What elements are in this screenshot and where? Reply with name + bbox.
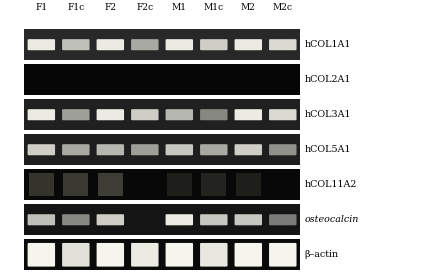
FancyBboxPatch shape <box>235 39 262 50</box>
FancyBboxPatch shape <box>166 243 193 267</box>
Bar <box>24 64 300 95</box>
Bar <box>24 169 300 200</box>
FancyBboxPatch shape <box>131 39 159 50</box>
FancyBboxPatch shape <box>131 109 159 120</box>
Text: M2c: M2c <box>273 3 293 12</box>
Bar <box>201 173 226 196</box>
FancyBboxPatch shape <box>62 214 89 225</box>
FancyBboxPatch shape <box>166 109 193 120</box>
FancyBboxPatch shape <box>131 243 159 267</box>
Bar <box>236 173 261 196</box>
Text: M1: M1 <box>172 3 187 12</box>
FancyBboxPatch shape <box>235 144 262 155</box>
Text: F2: F2 <box>104 3 117 12</box>
FancyBboxPatch shape <box>166 144 193 155</box>
FancyBboxPatch shape <box>28 109 55 120</box>
FancyBboxPatch shape <box>28 243 55 267</box>
Text: hCOL1A1: hCOL1A1 <box>304 40 351 49</box>
Bar <box>24 29 300 60</box>
Bar <box>167 173 192 196</box>
FancyBboxPatch shape <box>200 243 227 267</box>
Bar <box>24 99 300 131</box>
FancyBboxPatch shape <box>200 214 227 225</box>
Text: hCOL2A1: hCOL2A1 <box>304 75 351 84</box>
FancyBboxPatch shape <box>62 39 89 50</box>
FancyBboxPatch shape <box>62 144 89 155</box>
FancyBboxPatch shape <box>200 109 227 120</box>
Text: M1c: M1c <box>204 3 224 12</box>
FancyBboxPatch shape <box>166 39 193 50</box>
FancyBboxPatch shape <box>269 109 297 120</box>
FancyBboxPatch shape <box>200 144 227 155</box>
Text: F2c: F2c <box>136 3 153 12</box>
Bar <box>98 173 123 196</box>
FancyBboxPatch shape <box>62 243 89 267</box>
FancyBboxPatch shape <box>28 144 55 155</box>
FancyBboxPatch shape <box>200 39 227 50</box>
FancyBboxPatch shape <box>97 214 124 225</box>
FancyBboxPatch shape <box>28 39 55 50</box>
FancyBboxPatch shape <box>269 144 297 155</box>
FancyBboxPatch shape <box>28 214 55 225</box>
Text: hCOL3A1: hCOL3A1 <box>304 110 351 119</box>
FancyBboxPatch shape <box>269 214 297 225</box>
FancyBboxPatch shape <box>235 243 262 267</box>
FancyBboxPatch shape <box>269 243 297 267</box>
Text: osteocalcin: osteocalcin <box>304 215 359 224</box>
Text: hCOL5A1: hCOL5A1 <box>304 145 351 154</box>
Bar <box>24 239 300 270</box>
Text: M2: M2 <box>241 3 256 12</box>
FancyBboxPatch shape <box>97 109 124 120</box>
FancyBboxPatch shape <box>97 144 124 155</box>
FancyBboxPatch shape <box>97 39 124 50</box>
Text: F1: F1 <box>35 3 47 12</box>
FancyBboxPatch shape <box>269 39 297 50</box>
Text: β–actin: β–actin <box>304 250 339 259</box>
Bar <box>64 173 88 196</box>
Text: F1c: F1c <box>67 3 85 12</box>
FancyBboxPatch shape <box>235 109 262 120</box>
FancyBboxPatch shape <box>166 214 193 225</box>
Bar <box>24 204 300 235</box>
FancyBboxPatch shape <box>62 109 89 120</box>
Bar <box>24 134 300 165</box>
Bar <box>29 173 54 196</box>
Text: hCOL11A2: hCOL11A2 <box>304 180 357 189</box>
FancyBboxPatch shape <box>131 144 159 155</box>
FancyBboxPatch shape <box>97 243 124 267</box>
FancyBboxPatch shape <box>235 214 262 225</box>
